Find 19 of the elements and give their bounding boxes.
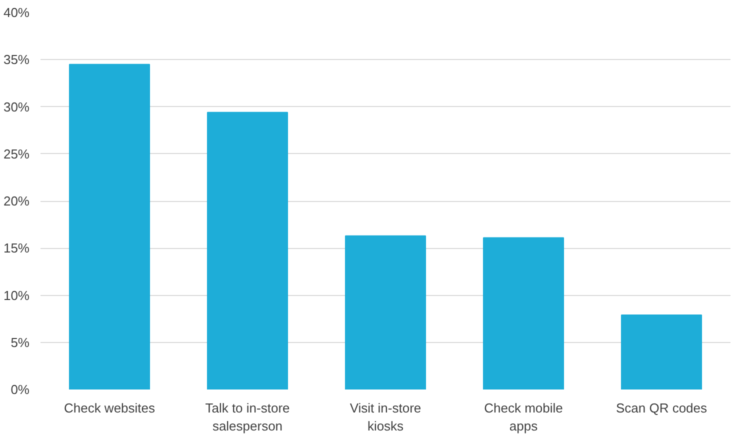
y-tick-label: 40% xyxy=(3,5,30,20)
y-tick-label: 35% xyxy=(3,52,30,68)
x-tick-label: Scan QR codes xyxy=(616,400,708,416)
y-tick-label: 10% xyxy=(3,288,30,303)
bar xyxy=(620,314,702,390)
y-tick-label: 0% xyxy=(10,382,30,397)
bar xyxy=(206,112,288,390)
x-tick-label: Check mobile apps xyxy=(484,400,563,434)
x-tick-label: Check websites xyxy=(64,400,156,416)
y-tick-label: 5% xyxy=(10,334,30,350)
y-tick-label: 30% xyxy=(3,99,30,114)
x-tick-label: Visit in-store kiosks xyxy=(350,400,422,434)
x-tick-label: Talk to in-store salesperson xyxy=(205,400,290,434)
bar xyxy=(68,64,150,390)
bar xyxy=(482,237,564,390)
bar xyxy=(344,235,426,390)
y-tick-label: 20% xyxy=(3,194,30,208)
y-tick-label: 25% xyxy=(3,146,30,162)
y-tick-label: 15% xyxy=(3,240,30,256)
